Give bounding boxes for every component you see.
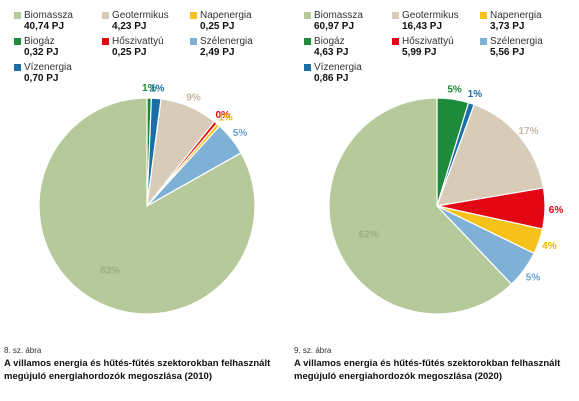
legend-swatch <box>304 64 311 71</box>
figure-number: 9. sz. ábra <box>294 346 332 355</box>
data-label-hoszivattyu: 6% <box>549 205 564 216</box>
data-label-napenergia: 1% <box>218 113 233 124</box>
chart-panel-2010: Biomassza 40,74 PJ Geotermikus 4,23 PJ N… <box>4 10 289 383</box>
figure-caption: 8. sz. ábra A villamos energia és hűtés-… <box>4 346 289 383</box>
legend-swatch <box>190 12 197 19</box>
legend-swatch <box>102 12 109 19</box>
legend-value: 5,56 PJ <box>490 47 525 58</box>
legend-item-napenergia: Napenergia 0,25 PJ <box>190 10 274 32</box>
legend-label: Vízenergia <box>314 62 362 73</box>
legend-label: Biomassza <box>314 10 363 21</box>
data-label-vizenergia: 1% <box>468 89 483 100</box>
legend-value: 0,32 PJ <box>24 47 59 58</box>
legend-label: Geotermikus <box>112 10 169 21</box>
legend-item-szelenergia: Szélenergia 2,49 PJ <box>190 36 274 58</box>
legend-value: 0,70 PJ <box>24 73 59 84</box>
legend-label: Biogáz <box>314 36 345 47</box>
legend-label: Szélenergia <box>490 36 543 47</box>
legend-swatch <box>480 12 487 19</box>
legend-item-geotermikus: Geotermikus 16,43 PJ <box>392 10 476 32</box>
legend-label: Hőszivattyú <box>402 36 454 47</box>
legend-swatch <box>102 38 109 45</box>
data-label-szelenergia: 5% <box>233 128 248 139</box>
legend-value: 2,49 PJ <box>200 47 235 58</box>
legend-label: Szélenergia <box>200 36 253 47</box>
legend-value: 40,74 PJ <box>24 21 65 32</box>
data-label-vizenergia: 1% <box>150 83 165 94</box>
legend-value: 3,73 PJ <box>490 21 525 32</box>
data-label-szelenergia: 5% <box>526 272 541 283</box>
legend-label: Biomassza <box>24 10 73 21</box>
legend-item-biomassza: Biomassza 40,74 PJ <box>14 10 98 32</box>
legend-label: Napenergia <box>490 10 542 21</box>
data-label-napenergia: 4% <box>542 241 557 252</box>
chart-panel-2020: Biomassza 60,97 PJ Geotermikus 16,43 PJ … <box>290 0 579 401</box>
data-label-biomassza: 62% <box>359 229 379 240</box>
data-label-biogaz: 1% <box>142 83 157 94</box>
data-label-geotermikus: 17% <box>518 126 538 137</box>
legend-item-napenergia: Napenergia 3,73 PJ <box>480 10 564 32</box>
legend-label: Hőszivattyú <box>112 36 164 47</box>
chart-title: A villamos energia és hűtés-fűtés szekto… <box>294 358 561 382</box>
legend-value: 4,63 PJ <box>314 47 349 58</box>
legend-value: 0,25 PJ <box>112 47 147 58</box>
legend-swatch <box>480 38 487 45</box>
figure-caption: 9. sz. ábra A villamos energia és hűtés-… <box>294 346 579 383</box>
legend-swatch <box>304 12 311 19</box>
figure-number: 8. sz. ábra <box>4 346 42 355</box>
legend-swatch <box>392 12 399 19</box>
legend-value: 4,23 PJ <box>112 21 147 32</box>
legend-item-szelenergia: Szélenergia 5,56 PJ <box>480 36 564 58</box>
legend-item-biogaz: Biogáz 0,32 PJ <box>14 36 98 58</box>
chart-title: A villamos energia és hűtés-fűtés szekto… <box>4 358 271 382</box>
legend: Biomassza 40,74 PJ Geotermikus 4,23 PJ N… <box>14 10 286 90</box>
legend-swatch <box>14 12 21 19</box>
legend-value: 16,43 PJ <box>402 21 443 32</box>
pie-slice-biomassza <box>328 97 513 315</box>
pie-chart-2020: 5% 1% 17% 6% 4% 5% 62% <box>328 84 564 315</box>
legend-value: 60,97 PJ <box>314 21 355 32</box>
legend-value: 0,25 PJ <box>200 21 235 32</box>
data-label-biomassza: 83% <box>100 265 120 276</box>
legend-swatch <box>14 38 21 45</box>
pie-slice-biomassza <box>38 97 256 315</box>
legend-item-biogaz: Biogáz 4,63 PJ <box>304 36 388 58</box>
pie-slice-geotermikus <box>436 103 545 207</box>
legend-label: Geotermikus <box>402 10 459 21</box>
legend-swatch <box>14 64 21 71</box>
legend-swatch <box>304 38 311 45</box>
pie-chart-2010: 1%1%9%0%1%5%83% <box>38 83 256 315</box>
legend-item-hoszivattyu: Hőszivattyú 5,99 PJ <box>392 36 476 58</box>
legend-item-vizenergia: Vízenergia 0,86 PJ <box>304 62 388 84</box>
legend-item-geotermikus: Geotermikus 4,23 PJ <box>102 10 186 32</box>
legend-value: 5,99 PJ <box>402 47 437 58</box>
legend-label: Vízenergia <box>24 62 72 73</box>
legend-label: Biogáz <box>24 36 55 47</box>
data-label-hoszivattyu: 0% <box>215 110 230 121</box>
legend-label: Napenergia <box>200 10 252 21</box>
legend-value: 0,86 PJ <box>314 73 349 84</box>
legend-item-biomassza: Biomassza 60,97 PJ <box>304 10 388 32</box>
legend-item-vizenergia: Vízenergia 0,70 PJ <box>14 62 98 84</box>
legend-swatch <box>392 38 399 45</box>
legend-swatch <box>190 38 197 45</box>
data-label-biogaz: 5% <box>447 84 462 95</box>
data-label-geotermikus: 9% <box>186 93 201 104</box>
legend-item-hoszivattyu: Hőszivattyú 0,25 PJ <box>102 36 186 58</box>
legend: Biomassza 60,97 PJ Geotermikus 16,43 PJ … <box>304 10 576 90</box>
